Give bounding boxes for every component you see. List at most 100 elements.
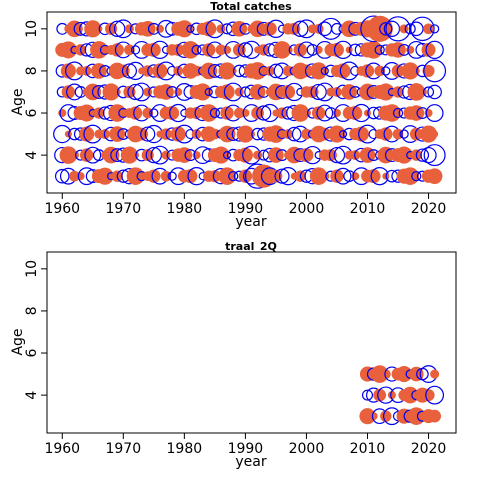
bubble-negative <box>420 146 437 164</box>
x-axis: 1960 1970 1980 1990 2000 2010 2020 <box>44 432 446 457</box>
bubble-positive <box>232 43 246 57</box>
x-tick-label: 1990 <box>228 201 264 217</box>
x-tick-label: 2020 <box>411 201 447 217</box>
y-tick-label: 10 <box>24 260 40 278</box>
bubble-positive <box>291 104 310 122</box>
bubble-negative <box>268 63 284 79</box>
bubble-positive <box>373 388 387 402</box>
bubble-negative <box>361 389 374 401</box>
bubble-positive <box>199 104 218 122</box>
bubble-positive <box>387 391 396 400</box>
bubble-negative <box>286 126 302 142</box>
bubble-positive <box>208 170 221 183</box>
bubble-positive <box>252 164 276 188</box>
bubble-negative <box>410 16 435 42</box>
bubble-positive <box>293 43 308 57</box>
bubble-positive <box>110 43 124 57</box>
bubble-positive <box>401 62 419 80</box>
bubble-positive <box>175 20 193 38</box>
bubble-positive <box>428 409 442 423</box>
x-axis-label: year <box>235 214 266 230</box>
x-tick-label: 2010 <box>350 441 386 457</box>
chart-title: traal_2Q <box>225 240 277 253</box>
bubble-positive <box>399 24 409 34</box>
bubble-positive <box>215 44 227 56</box>
bubble-positive <box>84 20 102 38</box>
bubble-positive <box>61 85 76 99</box>
bubble-negative <box>84 146 102 164</box>
x-tick-label: 2010 <box>350 201 386 217</box>
bubble-positive <box>424 108 433 118</box>
bubble-negative <box>423 59 447 83</box>
bubble-negative <box>423 144 446 167</box>
bubble-negative <box>425 385 445 405</box>
bubble-positive <box>231 21 248 37</box>
bubble-positive <box>301 108 311 118</box>
bubble-positive <box>310 62 328 80</box>
bubble-positive <box>406 45 415 54</box>
bubble-positive <box>364 41 383 59</box>
bubble-positive <box>353 126 369 142</box>
bubble-negative <box>204 87 213 97</box>
bubble-positive <box>91 63 107 79</box>
bubble-negative <box>167 171 177 181</box>
bubble-positive <box>426 168 443 184</box>
bubble-negative <box>404 23 416 35</box>
bubble-positive <box>390 42 406 58</box>
bubble-negative <box>222 151 232 160</box>
bubble-positive <box>328 125 346 143</box>
bubble-positive <box>201 21 217 37</box>
bubble-positive <box>181 41 200 59</box>
bubble-positive <box>123 85 136 99</box>
panel-total-catches: Total catches 1960 1970 1980 1990 2000 2010 20… <box>10 0 457 230</box>
y-axis: 4 6 8 10 <box>24 20 47 160</box>
bubble-negative <box>127 83 144 101</box>
bubble-positive <box>126 167 145 185</box>
chart-title: Total catches <box>210 0 292 13</box>
bubble-positive <box>383 104 401 122</box>
x-tick-label: 1980 <box>167 441 203 457</box>
bubble-negative <box>411 171 422 182</box>
bubble-positive <box>216 24 226 34</box>
bubble-positive <box>288 22 301 35</box>
bubble-negative <box>392 107 404 119</box>
bubble-negative <box>427 84 442 100</box>
bubble-positive <box>176 147 193 163</box>
bubble-positive <box>234 87 244 97</box>
bubble-positive <box>219 84 235 100</box>
y-tick-label: 10 <box>24 20 40 38</box>
bubble-positive <box>318 127 332 141</box>
bubble-positive <box>158 84 174 100</box>
bubble-negative <box>425 40 444 60</box>
bubble-positive <box>116 64 130 78</box>
bubble-positive <box>324 149 337 162</box>
bubble-positive <box>332 108 342 118</box>
bubble-positive <box>79 148 94 162</box>
bubble-negative <box>292 20 309 37</box>
bubble-positive <box>218 62 236 80</box>
bubble-positive <box>109 126 126 142</box>
bubble-positive <box>96 167 114 185</box>
bubble-positive <box>237 147 253 163</box>
bubble-positive <box>419 125 438 143</box>
bubble-positive <box>190 106 203 120</box>
bubble-negative <box>334 167 352 185</box>
x-tick-label: 1990 <box>228 441 264 457</box>
bubble-positive <box>102 83 120 101</box>
bubble-positive <box>417 87 427 97</box>
bubble-positive <box>155 24 164 33</box>
bubble-positive <box>348 106 363 121</box>
bubble-negative <box>186 24 195 33</box>
bubble-positive <box>359 147 376 163</box>
y-axis: 4 6 8 10 <box>24 260 47 400</box>
bubble-positive <box>269 169 283 183</box>
bubble-positive <box>141 149 154 162</box>
bubble-negative <box>399 129 409 139</box>
y-tick-label: 6 <box>24 108 40 117</box>
bubble-positive <box>273 41 291 59</box>
bubble-positive <box>236 125 254 143</box>
x-tick-label: 2000 <box>289 441 325 457</box>
bubble-positive <box>408 105 425 121</box>
bubble-positive <box>108 104 127 122</box>
